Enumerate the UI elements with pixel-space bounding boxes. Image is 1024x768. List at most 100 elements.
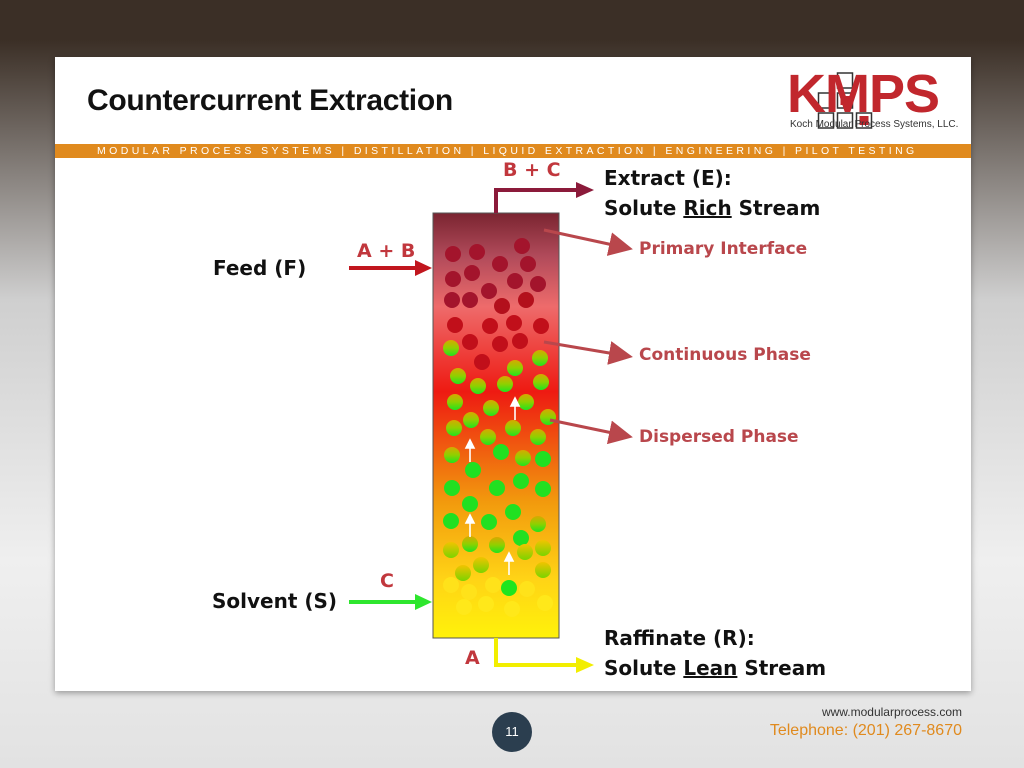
droplet [462, 536, 478, 552]
droplet [535, 481, 551, 497]
extract-description: Solute Rich Stream [604, 196, 820, 220]
droplet [535, 451, 551, 467]
droplet [465, 462, 481, 478]
droplet [463, 412, 479, 428]
droplet [507, 273, 523, 289]
droplet [514, 238, 530, 254]
logo-subtitle: Koch Modular Process Systems, LLC. [790, 119, 959, 130]
droplet [530, 429, 546, 445]
droplet [450, 368, 466, 384]
droplet [501, 580, 517, 596]
services-banner: MODULAR PROCESS SYSTEMS | DISTILLATION |… [55, 144, 971, 158]
feed-components: A + B [357, 240, 416, 262]
dispersed-phase-label: Dispersed Phase [639, 427, 799, 447]
droplet [455, 565, 471, 581]
droplet [519, 581, 535, 597]
footer-website: www.modularprocess.com [821, 705, 962, 719]
up-arrow-icon [509, 396, 521, 420]
droplets [443, 238, 556, 617]
droplet [530, 276, 546, 292]
droplet [481, 283, 497, 299]
droplet [443, 513, 459, 529]
logo-square [836, 112, 854, 129]
droplet [462, 292, 478, 308]
droplet [443, 542, 459, 558]
droplet [497, 376, 513, 392]
droplet [532, 350, 548, 366]
feed-arrow-head [415, 260, 432, 276]
droplet [447, 394, 463, 410]
droplet [447, 317, 463, 333]
droplet [470, 378, 486, 394]
droplet [494, 298, 510, 314]
droplet [520, 256, 536, 272]
droplet [444, 292, 460, 308]
droplet [489, 480, 505, 496]
raffinate-description-prefix: Solute [604, 656, 684, 680]
droplet [505, 420, 521, 436]
dispersed-phase-pointer [549, 418, 633, 445]
droplet [456, 599, 472, 615]
kmps-logo-mark [817, 72, 873, 129]
droplet [461, 584, 477, 600]
droplet [443, 577, 459, 593]
droplet [517, 544, 533, 560]
droplet [445, 246, 461, 262]
raffinate-arrow-head [576, 657, 594, 673]
droplet [464, 265, 480, 281]
droplet [483, 400, 499, 416]
up-arrow-icon [503, 551, 515, 575]
raffinate-label: Raffinate (R): [604, 626, 755, 650]
droplet [444, 447, 460, 463]
extract-arrow-head [576, 182, 594, 198]
extract-outlet-pipe [494, 188, 578, 213]
droplet [518, 292, 534, 308]
droplet [506, 315, 522, 331]
droplet [489, 537, 505, 553]
droplet [533, 318, 549, 334]
droplet [482, 318, 498, 334]
logo-square [836, 92, 854, 109]
logo-square-filled [840, 96, 850, 105]
extract-description-prefix: Solute [604, 196, 684, 220]
solvent-components: C [380, 570, 394, 592]
droplet [505, 504, 521, 520]
droplet [507, 360, 523, 376]
footer-phone: Telephone: (201) 267-8670 [769, 722, 962, 739]
up-arrow-icon [464, 438, 476, 462]
raffinate-description-emphasis: Lean [683, 656, 738, 680]
logo-square [855, 112, 873, 129]
droplet [504, 601, 520, 617]
slide-title: Countercurrent Extraction [87, 84, 453, 117]
droplet [518, 394, 534, 410]
droplet [481, 514, 497, 530]
raffinate-description-suffix: Stream [737, 656, 827, 680]
droplet [513, 473, 529, 489]
logo-text: KMPS [787, 64, 940, 124]
droplet [445, 271, 461, 287]
raffinate-outlet-pipe [494, 638, 578, 667]
droplet [469, 244, 485, 260]
extract-label: Extract (E): [604, 166, 732, 190]
droplet [462, 496, 478, 512]
droplet [444, 480, 460, 496]
primary-interface-label: Primary Interface [639, 239, 808, 259]
droplet [473, 557, 489, 573]
up-arrow-icon [464, 513, 476, 537]
droplet [493, 444, 509, 460]
droplet [540, 409, 556, 425]
droplet [485, 577, 501, 593]
droplet [462, 334, 478, 350]
page-number-badge: 11 [492, 712, 532, 752]
extract-description-emphasis: Rich [683, 196, 732, 220]
droplet [474, 354, 490, 370]
extract-description-suffix: Stream [731, 196, 821, 220]
droplet [512, 333, 528, 349]
solvent-arrow-head [415, 594, 432, 610]
droplet [443, 340, 459, 356]
droplet [513, 530, 529, 546]
droplet [492, 256, 508, 272]
droplet [478, 596, 494, 612]
primary-interface-pointer [543, 228, 633, 256]
